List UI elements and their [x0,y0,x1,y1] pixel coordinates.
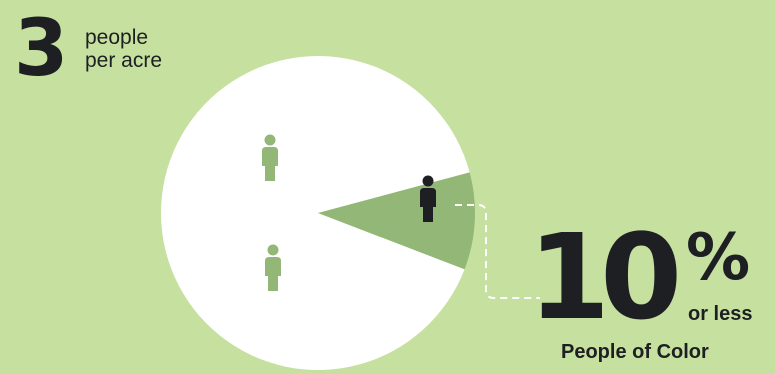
callout-qualifier: or less [688,303,753,325]
callout-label: People of Color [561,341,709,363]
density-value: 3 [14,4,68,94]
density-unit-line2: per acre [85,49,163,72]
callout-percent-sign: % [686,221,751,295]
person-icon [262,134,278,181]
density-unit-line1: people [85,26,149,49]
callout-value: 10 [528,208,682,346]
connector-line [455,204,540,299]
callout-connector [455,204,540,299]
person-icon [265,244,281,291]
pie-slice-majority [161,55,470,370]
density-unit: people per acre [85,26,195,72]
person-icons [262,134,436,291]
person-icon [420,175,436,222]
